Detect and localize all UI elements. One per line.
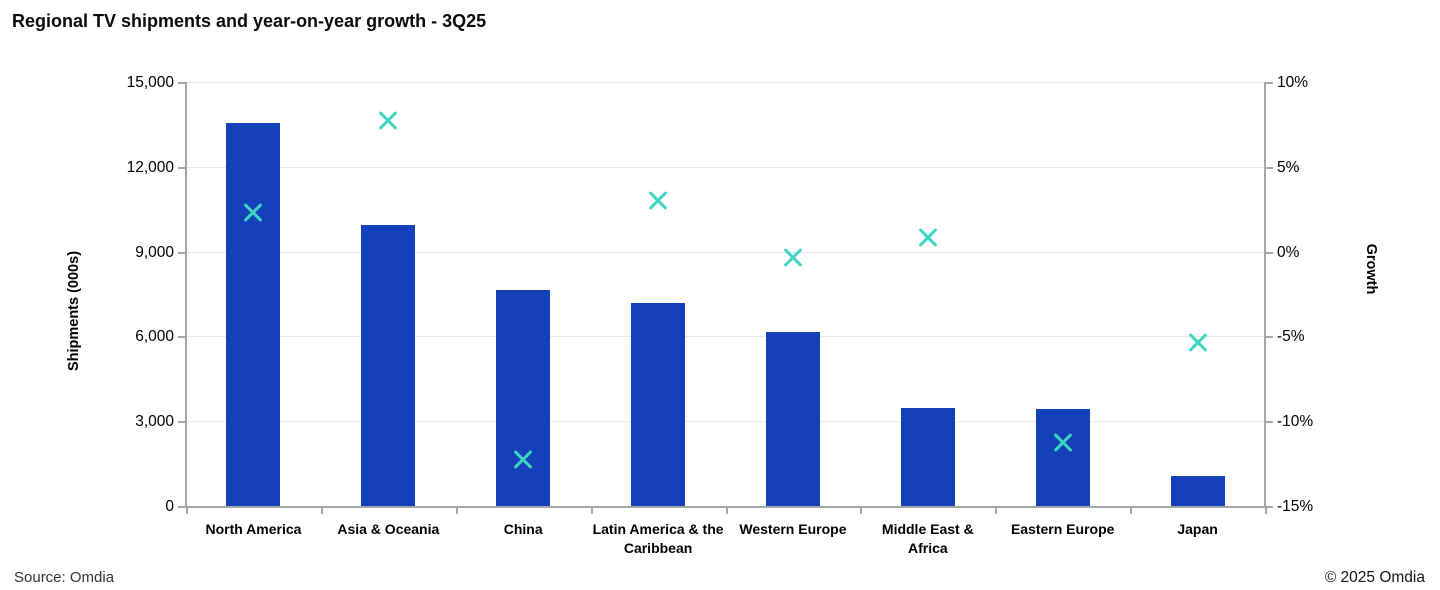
right-axis-tick [1265,506,1273,508]
right-axis-tick [1265,421,1273,424]
growth-marker-western-europe [782,247,804,269]
left-axis-tick-label: 12,000 [126,158,174,176]
left-axis-tick [178,166,186,169]
left-axis-tick-label: 9,000 [135,243,174,261]
bar-asia-oceania [361,225,416,506]
right-axis-tick-label: -15% [1277,498,1314,515]
bar-china [496,290,551,506]
x-axis-label-middle-east-africa: Middle East & Africa [881,521,974,556]
left-axis-tick-label: 15,000 [126,74,174,91]
left-axis-tick-label: 3,000 [135,413,174,431]
right-axis-title: Growth [1363,243,1379,295]
x-axis-label-japan: Japan [1177,521,1218,537]
chart-title: Regional TV shipments and year-on-year g… [12,11,487,31]
x-axis-tick [1130,508,1133,514]
x-axis-tick [320,508,323,514]
growth-marker-latin-america-the-caribbean [647,190,669,212]
gridline [186,336,1265,338]
bar-middle-east-africa [900,407,955,506]
right-axis-tick [1265,82,1273,84]
growth-marker-asia-oceania [377,110,399,132]
right-axis-tick [1265,166,1273,169]
x-axis-label-asia-oceania: Asia & Oceania [337,521,440,537]
x-axis-tick [1265,508,1267,514]
right-axis-tick-label: 0% [1277,243,1300,261]
x-axis-tick [186,508,188,514]
bar-latin-america-the-caribbean [631,303,686,506]
right-axis-line [1264,82,1266,508]
left-axis-tick [178,82,186,84]
left-axis-title: Shipments (000s) [66,250,82,372]
gridline [186,82,1265,83]
growth-marker-china [512,449,534,471]
right-axis-tick-label: -5% [1277,328,1305,346]
x-axis-tick [725,508,728,514]
left-axis-tick-label: 6,000 [135,328,174,346]
right-axis-tick [1265,336,1273,339]
x-axis-label-western-europe: Western Europe [739,521,847,537]
gridline [186,421,1265,423]
x-axis-tick [590,508,593,514]
bar-eastern-europe [1035,408,1090,506]
left-axis-tick [178,336,186,339]
right-axis-tick-label: 10% [1277,74,1309,91]
gridline [186,166,1265,168]
left-axis-tick [178,251,186,254]
growth-marker-middle-east-africa [917,227,939,249]
x-axis-label-eastern-europe: Eastern Europe [1010,521,1115,537]
x-axis-tick [455,508,458,514]
x-axis-label-north-america: North America [205,521,302,537]
x-axis-label-china: China [503,521,543,537]
gridline [186,251,1265,253]
right-axis-tick-label: -10% [1277,413,1314,431]
source-note: Source: Omdia [14,569,115,586]
left-axis-tick-label: 0 [165,498,174,515]
left-axis-tick [178,421,186,424]
copyright-note: © 2025 Omdia [1324,569,1425,586]
x-axis-tick [995,508,998,514]
bar-north-america [226,122,281,506]
bar-japan [1170,476,1225,506]
x-axis-label-latin-america-the-caribbean: Latin America & the Caribbean [592,521,724,556]
right-axis-tick-label: 5% [1277,158,1300,176]
x-axis-line [186,506,1265,508]
growth-marker-japan [1187,332,1209,354]
growth-marker-north-america [242,202,264,224]
left-axis-line [185,82,187,508]
bar-western-europe [765,331,820,506]
x-axis-tick [860,508,863,514]
growth-marker-eastern-europe [1052,432,1074,454]
left-axis-tick [178,506,186,508]
right-axis-tick [1265,251,1273,254]
